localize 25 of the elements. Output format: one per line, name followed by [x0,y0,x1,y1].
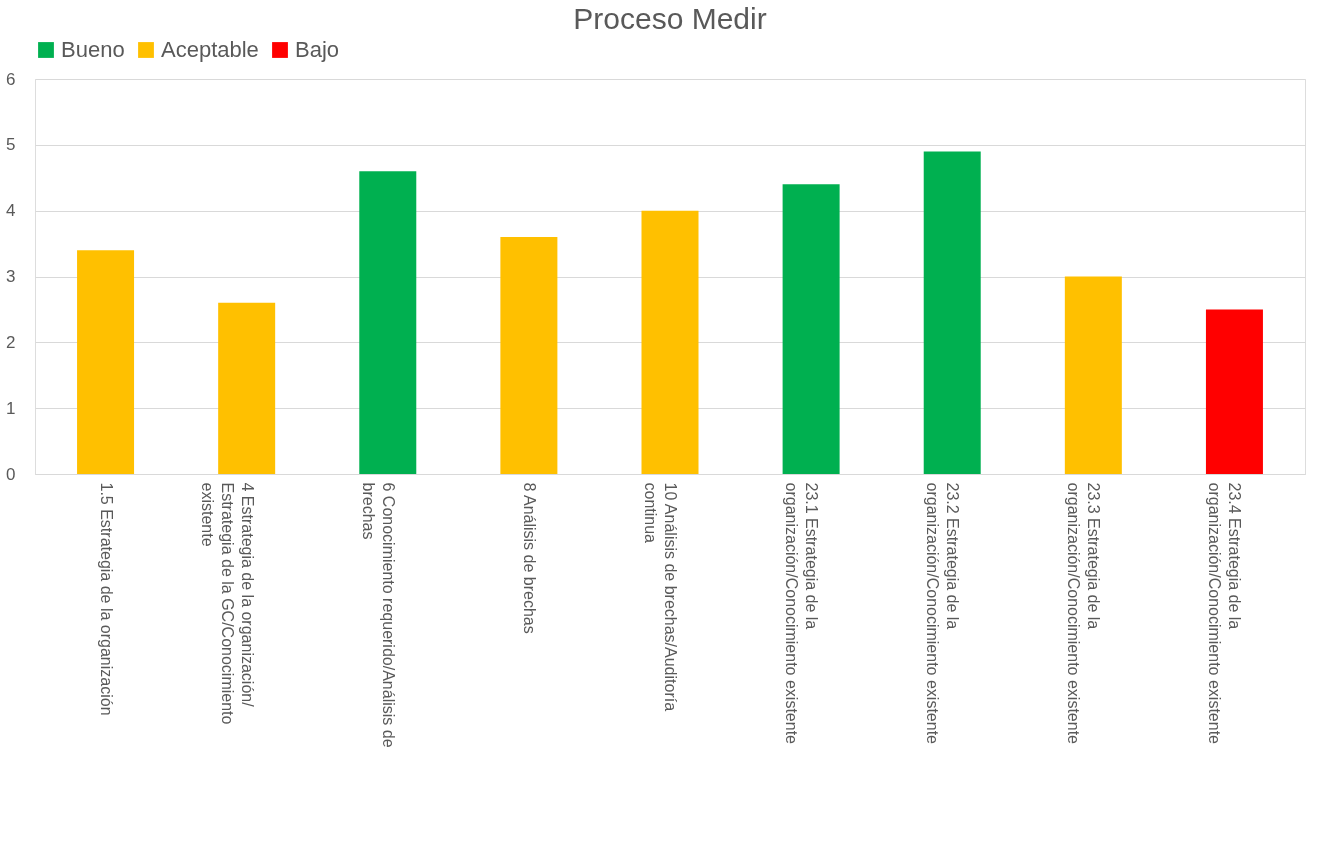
bar [500,237,558,474]
y-tick-label: 6 [6,69,16,89]
bar [1205,309,1263,474]
bar [641,210,699,474]
bar [359,171,417,474]
y-tick-label: 0 [6,464,16,484]
y-tick-label: 1 [6,398,16,418]
bar [782,184,840,474]
x-tick-label: 1.5 Estrategia de la organización [97,482,115,716]
y-tick-label: 3 [6,267,16,286]
x-tick-label: 8 Análisis de brechas [520,482,538,634]
legend-label: Bueno [61,37,125,62]
x-tick-label: 10 Análisis de brechas/Auditoría continua [642,482,679,712]
legend-label: Aceptable [161,37,259,62]
bar [77,250,135,474]
y-tick-label: 4 [6,201,16,221]
legend-label: Bajo [295,37,340,62]
bar [923,151,981,474]
x-tick-label: 4 Estrategia de la organización/ Estrategia de la GC/Conocimiento existente [198,482,256,725]
x-tick-label: 6 Conocimiento requerido/Análisis de brechas [359,482,397,748]
bar [218,302,276,474]
chart-title: Proceso Medir [573,2,767,35]
y-tick-label: 2 [6,332,16,352]
y-tick-label: 5 [6,135,16,155]
bar [1064,276,1122,474]
